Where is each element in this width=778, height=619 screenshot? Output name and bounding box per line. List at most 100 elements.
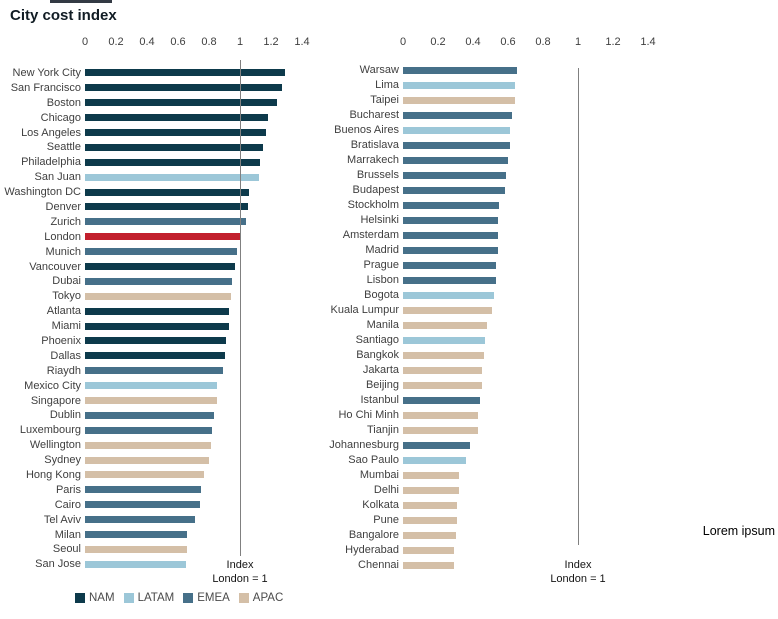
axis-tick-label: 1 [236, 36, 244, 48]
city-bar [403, 261, 496, 269]
city-bar [85, 233, 240, 241]
bar-track [403, 93, 648, 108]
axis-tick-label: 0.6 [500, 36, 516, 48]
city-bar [403, 411, 479, 419]
city-bar [85, 188, 250, 196]
bar-row: Tokyo [0, 289, 312, 304]
bar-track [403, 303, 648, 318]
city-label: Los Angeles [21, 126, 81, 139]
bar-row: Paris [0, 482, 312, 497]
bar-track [403, 243, 648, 258]
axis-tick-label: 0.2 [108, 36, 124, 48]
city-label: Tel Aviv [43, 513, 81, 526]
city-bar [85, 531, 188, 539]
bar-track [85, 542, 302, 557]
city-bar [85, 382, 217, 390]
bar-track [85, 453, 302, 468]
bar-track [403, 348, 648, 363]
bar-track [85, 527, 302, 542]
bar-row: Ho Chi Minh [317, 408, 658, 423]
city-label: San Jose [35, 558, 81, 571]
city-bar [403, 66, 517, 74]
bar-row: Atlanta [0, 304, 312, 319]
bar-row: Helsinki [317, 213, 658, 228]
city-bar [403, 486, 459, 494]
index-annotation: Index London = 1 [212, 558, 267, 586]
bar-row: Philadelphia [0, 155, 312, 170]
bar-track [85, 512, 302, 527]
city-bar [85, 263, 236, 271]
city-label: Manila [366, 319, 399, 331]
city-bar [403, 396, 480, 404]
city-label: Santiago [355, 334, 399, 346]
axis-tick-label: 1.2 [263, 36, 279, 48]
bar-track [403, 378, 648, 393]
legend-color-chip [123, 593, 134, 603]
city-bar [403, 381, 482, 389]
city-bar [403, 456, 466, 464]
index-annotation-line: London = 1 [550, 573, 606, 585]
city-label: Dubai [52, 275, 81, 288]
city-bar [85, 367, 223, 375]
city-label: Mexico City [24, 379, 81, 392]
city-bar [403, 306, 493, 314]
bar-track [403, 453, 648, 468]
axis-tick-label: 0.4 [465, 36, 481, 48]
city-label: Ho Chi Minh [338, 409, 399, 421]
bar-row: Dublin [0, 408, 312, 423]
city-bar [403, 126, 510, 134]
legend-label: LATAM [137, 592, 175, 604]
city-label: Atlanta [46, 305, 81, 318]
bar-track [85, 497, 302, 512]
axis-tick-label: 0.6 [170, 36, 186, 48]
city-label: Stockholm [347, 199, 399, 211]
bar-row: San Juan [0, 170, 312, 185]
city-bar [403, 276, 496, 284]
city-label: Chicago [40, 111, 81, 124]
city-label: Boston [46, 96, 81, 109]
city-bar [85, 277, 233, 285]
bar-row: Buenos Aires [317, 123, 658, 138]
city-bar [403, 546, 454, 554]
bar-row: Johannesburg [317, 438, 658, 453]
bar-row: Chicago [0, 110, 312, 125]
bar-row: Taipei [317, 93, 658, 108]
bar-track [403, 168, 648, 183]
city-bar [85, 173, 259, 181]
bar-track [403, 108, 648, 123]
bar-track [403, 198, 648, 213]
city-label: Kolkata [362, 499, 399, 511]
bar-row: Phoenix [0, 334, 312, 349]
bar-track [85, 244, 302, 259]
city-bar [85, 560, 186, 568]
city-label: Denver [45, 200, 81, 213]
bar-track [403, 153, 648, 168]
bar-track [85, 155, 302, 170]
city-bar [85, 397, 217, 405]
city-label: San Juan [34, 171, 81, 184]
city-label: Vancouver [29, 260, 81, 273]
bar-row: Budapest [317, 183, 658, 198]
legend-item: APAC [238, 592, 283, 604]
bar-track [403, 528, 648, 543]
bar-track [403, 423, 648, 438]
city-bar [403, 201, 500, 209]
bar-track [403, 183, 648, 198]
bar-rows: Warsaw Lima Taipei Bucharest Buenos Aires Bra… [317, 63, 658, 573]
city-label: Wellington [29, 439, 81, 452]
bar-row: Chennai [317, 558, 658, 573]
bar-track [85, 80, 302, 95]
city-bar [85, 69, 285, 77]
city-bar [85, 352, 225, 360]
bar-row: Jakarta [317, 363, 658, 378]
bar-row: Dallas [0, 348, 312, 363]
bar-row: Hong Kong [0, 468, 312, 483]
city-label: Luxembourg [19, 424, 81, 437]
bar-track [85, 95, 302, 110]
axis-tick-label: 1.4 [294, 36, 310, 48]
city-bar [403, 216, 498, 224]
city-label: Amsterdam [342, 229, 399, 241]
city-bar [403, 501, 458, 509]
city-bar [85, 218, 247, 226]
city-bar [85, 129, 267, 136]
